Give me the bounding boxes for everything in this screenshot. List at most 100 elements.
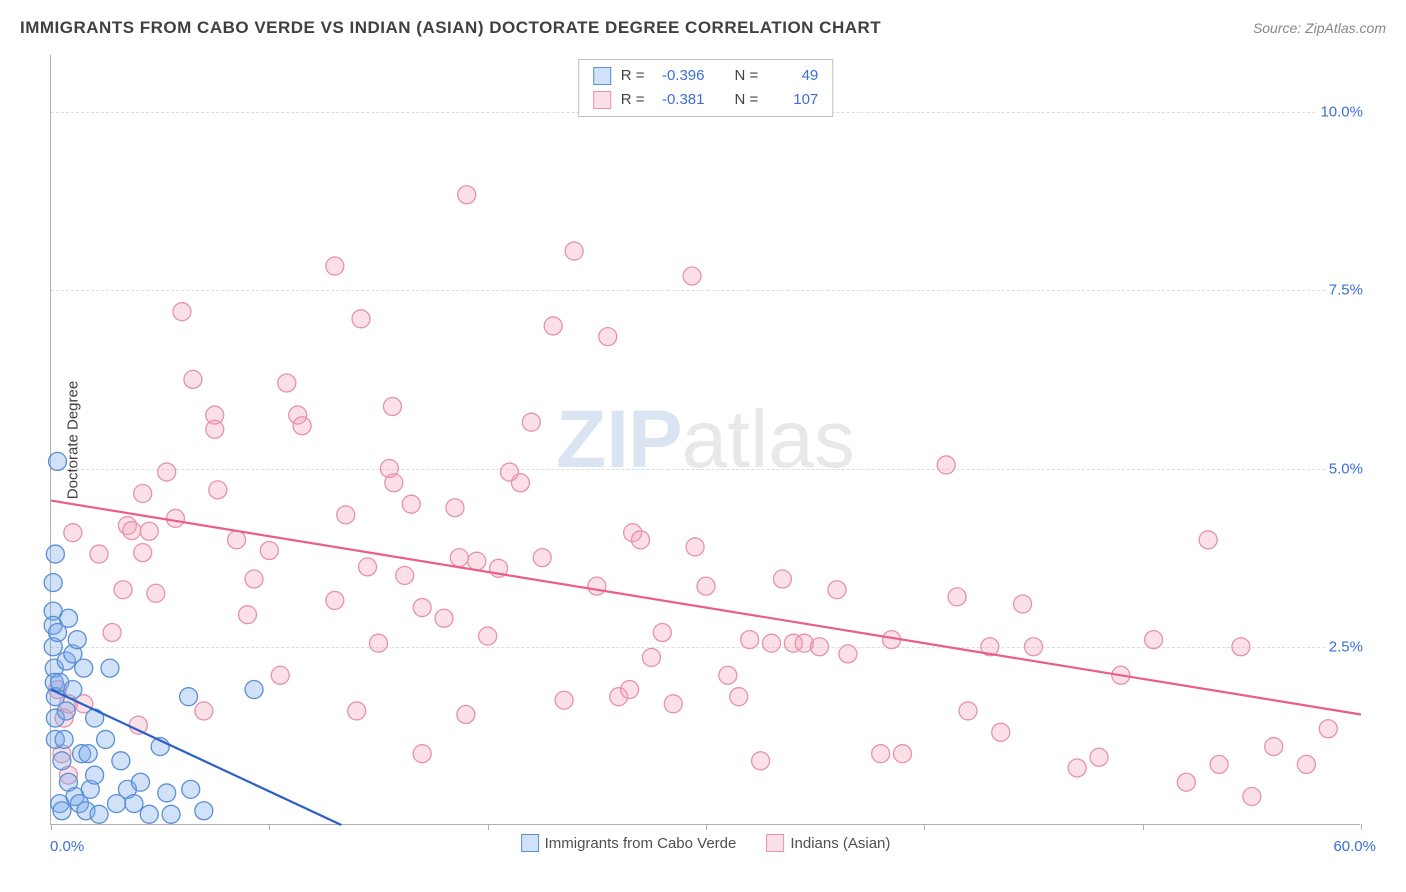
scatter-point — [180, 688, 198, 706]
scatter-point — [158, 463, 176, 481]
scatter-point — [337, 506, 355, 524]
scatter-point — [326, 591, 344, 609]
scatter-point — [245, 570, 263, 588]
scatter-point — [811, 638, 829, 656]
scatter-point — [479, 627, 497, 645]
scatter-point — [114, 581, 132, 599]
scatter-point — [544, 317, 562, 335]
scatter-point — [86, 766, 104, 784]
scatter-point — [468, 552, 486, 570]
scatter-point — [326, 257, 344, 275]
scatter-point — [396, 566, 414, 584]
scatter-point — [206, 420, 224, 438]
source-name: ZipAtlas.com — [1305, 20, 1386, 36]
n-value-0: 49 — [768, 64, 818, 88]
scatter-point — [68, 631, 86, 649]
legend-label-1: Indians (Asian) — [790, 835, 890, 852]
x-axis-min-label: 0.0% — [50, 838, 84, 855]
scatter-point — [123, 522, 141, 540]
scatter-point — [653, 624, 671, 642]
scatter-point — [370, 634, 388, 652]
scatter-point — [162, 805, 180, 823]
scatter-point — [134, 544, 152, 562]
scatter-point — [90, 805, 108, 823]
scatter-point — [90, 545, 108, 563]
scatter-point — [348, 702, 366, 720]
scatter-point — [140, 805, 158, 823]
scatter-point — [173, 303, 191, 321]
scatter-point — [271, 666, 289, 684]
scatter-point — [565, 242, 583, 260]
scatter-point — [1210, 755, 1228, 773]
legend-item-0: Immigrants from Cabo Verde — [521, 834, 737, 852]
scatter-point — [872, 745, 890, 763]
chart-title: IMMIGRANTS FROM CABO VERDE VS INDIAN (AS… — [20, 18, 881, 38]
scatter-point — [719, 666, 737, 684]
scatter-point — [1014, 595, 1032, 613]
scatter-point — [125, 795, 143, 813]
r-value-1: -0.381 — [655, 88, 705, 112]
scatter-point — [239, 606, 257, 624]
source-prefix: Source: — [1253, 20, 1305, 36]
scatter-point — [79, 745, 97, 763]
scatter-point — [1090, 748, 1108, 766]
scatter-point — [75, 659, 93, 677]
scatter-point — [1068, 759, 1086, 777]
scatter-point — [46, 545, 64, 563]
scatter-point — [1199, 531, 1217, 549]
scatter-point — [49, 452, 67, 470]
title-bar: IMMIGRANTS FROM CABO VERDE VS INDIAN (AS… — [20, 18, 1386, 38]
scatter-point — [458, 186, 476, 204]
scatter-point — [683, 267, 701, 285]
scatter-point — [182, 780, 200, 798]
scatter-point — [730, 688, 748, 706]
scatter-point — [555, 691, 573, 709]
scatter-point — [741, 631, 759, 649]
scatter-point — [1265, 738, 1283, 756]
legend-swatch-1b — [766, 834, 784, 852]
scatter-point — [632, 531, 650, 549]
scatter-point — [402, 495, 420, 513]
scatter-svg — [51, 55, 1360, 824]
source: Source: ZipAtlas.com — [1253, 20, 1386, 36]
scatter-point — [457, 705, 475, 723]
plot-area: ZIPatlas 2.5%5.0%7.5%10.0% R = -0.396 N … — [50, 55, 1360, 825]
stats-row-series-1: R = -0.381 N = 107 — [593, 88, 819, 112]
legend-swatch-0b — [521, 834, 539, 852]
scatter-point — [97, 730, 115, 748]
scatter-point — [686, 538, 704, 556]
scatter-point — [1297, 755, 1315, 773]
scatter-point — [195, 702, 213, 720]
scatter-point — [278, 374, 296, 392]
scatter-point — [103, 624, 121, 642]
scatter-point — [44, 574, 62, 592]
scatter-point — [166, 509, 184, 527]
scatter-point — [763, 634, 781, 652]
legend-swatch-0 — [593, 67, 611, 85]
scatter-point — [450, 549, 468, 567]
scatter-point — [937, 456, 955, 474]
scatter-point — [599, 328, 617, 346]
scatter-point — [140, 522, 158, 540]
scatter-point — [112, 752, 130, 770]
scatter-point — [435, 609, 453, 627]
scatter-point — [959, 702, 977, 720]
scatter-point — [158, 784, 176, 802]
scatter-point — [134, 484, 152, 502]
scatter-point — [383, 397, 401, 415]
stats-box: R = -0.396 N = 49 R = -0.381 N = 107 — [578, 59, 834, 117]
scatter-point — [195, 802, 213, 820]
scatter-point — [245, 681, 263, 699]
scatter-point — [1145, 631, 1163, 649]
scatter-point — [413, 599, 431, 617]
scatter-point — [697, 577, 715, 595]
scatter-point — [1177, 773, 1195, 791]
n-value-1: 107 — [768, 88, 818, 112]
scatter-point — [385, 474, 403, 492]
scatter-point — [664, 695, 682, 713]
scatter-point — [359, 558, 377, 576]
scatter-point — [533, 549, 551, 567]
scatter-point — [55, 730, 73, 748]
scatter-point — [1232, 638, 1250, 656]
stats-row-series-0: R = -0.396 N = 49 — [593, 64, 819, 88]
